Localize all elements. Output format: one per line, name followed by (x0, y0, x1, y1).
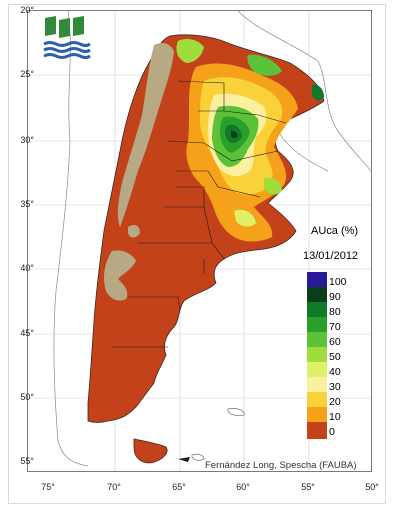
lat-label-20: 20° (20, 5, 34, 15)
fauba-logo-icon (43, 16, 91, 59)
map-credit: Fernández Long, Spescha (FAUBA) (205, 460, 357, 471)
lat-label-50: 50° (20, 392, 34, 402)
legend-label-40: 40 (329, 366, 341, 378)
legend-label-50: 50 (329, 351, 341, 363)
lat-label-45: 45° (20, 328, 34, 338)
legend-swatch-70 (307, 317, 327, 334)
legend-swatch-40 (307, 362, 327, 379)
legend-swatch-60 (307, 332, 327, 349)
lat-label-25: 25° (20, 69, 34, 79)
legend-label-60: 60 (329, 336, 341, 348)
legend-title: AUca (%) (311, 225, 359, 237)
lat-label-30: 30° (20, 135, 34, 145)
lon-label-50: 50° (365, 482, 379, 492)
lon-label-75: 75° (41, 482, 55, 492)
legend-label-80: 80 (329, 306, 341, 318)
legend-date: 13/01/2012 (303, 250, 359, 262)
legend-label-70: 70 (329, 321, 341, 333)
legend-swatch-30 (307, 377, 327, 394)
legend-color-bar (307, 272, 327, 442)
argentina-soil-water-map (28, 11, 371, 471)
legend-swatch-80 (307, 302, 327, 319)
lon-label-65: 65° (172, 482, 186, 492)
lat-label-55: 55° (20, 456, 34, 466)
legend-swatch-50 (307, 347, 327, 364)
lon-label-55: 55° (301, 482, 315, 492)
lon-label-70: 70° (107, 482, 121, 492)
legend-swatch-20 (307, 392, 327, 409)
lat-label-35: 35° (20, 199, 34, 209)
legend-label-90: 90 (329, 291, 341, 303)
lat-label-40: 40° (20, 263, 34, 273)
legend-label-20: 20 (329, 396, 341, 408)
legend-swatch-0 (307, 422, 327, 439)
legend-swatch-10 (307, 407, 327, 424)
map-panel (27, 10, 372, 472)
legend-label-30: 30 (329, 381, 341, 393)
legend-swatch-90 (307, 287, 327, 304)
legend-swatch-100 (307, 272, 327, 289)
legend-label-100: 100 (329, 276, 347, 288)
tierra-del-fuego (133, 438, 168, 464)
legend-label-10: 10 (329, 411, 341, 423)
legend-label-0: 0 (329, 426, 335, 438)
lon-label-60: 60° (236, 482, 250, 492)
